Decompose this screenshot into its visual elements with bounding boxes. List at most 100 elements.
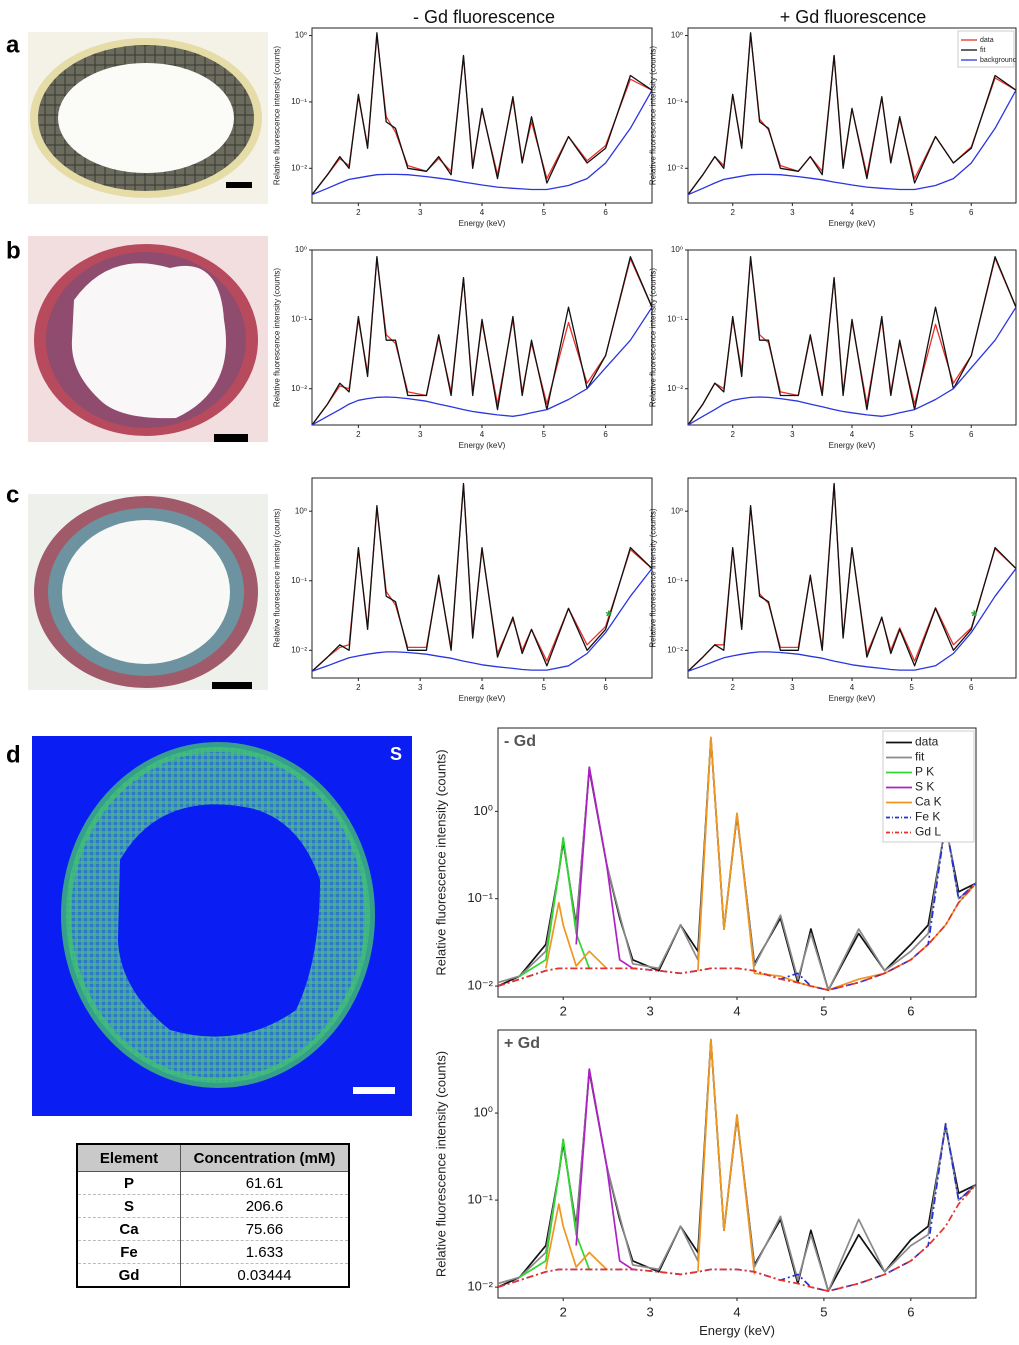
- y-tick-label: 10⁻¹: [291, 576, 307, 585]
- x-tick-label: 4: [850, 208, 855, 217]
- table-cell: Ca: [76, 1217, 181, 1241]
- x-tick-label: 3: [646, 1003, 653, 1018]
- chart: 10⁻² 10⁻¹ 10⁰ 2 3 4 5 6 Energy (keV) Relative flu…: [273, 27, 653, 228]
- x-tick-label: 3: [418, 430, 423, 439]
- x-tick-label: 6: [603, 430, 608, 439]
- x-tick-label: 3: [790, 683, 795, 692]
- y-tick-label: 10⁻¹: [667, 97, 683, 106]
- column-title: + Gd fluorescence: [780, 7, 927, 27]
- column-title: - Gd fluorescence: [413, 7, 555, 27]
- chart-title: - Gd: [504, 733, 536, 750]
- x-tick-label: 5: [542, 683, 547, 692]
- tissue-image: [28, 236, 268, 442]
- plot-area: [311, 477, 653, 679]
- plot-area: [311, 249, 653, 426]
- y-tick-label: 10⁰: [295, 245, 307, 254]
- legend-label: Ca K: [915, 795, 942, 809]
- series-line: [688, 482, 1016, 672]
- series-line: [688, 256, 1016, 425]
- x-tick-label: 3: [646, 1304, 653, 1319]
- x-tick-label: 5: [909, 430, 914, 439]
- y-tick-label: 10⁰: [473, 803, 493, 818]
- x-tick-label: 2: [731, 683, 736, 692]
- x-axis-label: Energy (keV): [459, 694, 506, 703]
- panel-label: c: [6, 481, 19, 508]
- x-tick-label: 6: [603, 208, 608, 217]
- chart: 10⁻² 10⁻¹ 10⁰ 2 3 4 5 6 Energy (keV) Relative flu…: [434, 1029, 977, 1338]
- x-tick-label: 6: [907, 1304, 914, 1319]
- y-tick-label: 10⁻²: [467, 978, 493, 993]
- x-tick-label: 5: [542, 430, 547, 439]
- y-tick-label: 10⁰: [473, 1104, 493, 1119]
- series-line: [544, 1038, 756, 1275]
- y-tick-label: 10⁻¹: [467, 1192, 493, 1207]
- x-tick-label: 4: [733, 1003, 740, 1018]
- legend-label: S K: [915, 780, 934, 794]
- series-line: [688, 306, 1016, 425]
- legend-label: P K: [915, 765, 934, 779]
- legend-label: fit: [915, 750, 925, 764]
- plot-area: [311, 27, 653, 204]
- x-tick-label: 4: [480, 208, 485, 217]
- y-axis-label: Relative fluorescence intensity (counts): [649, 46, 658, 186]
- y-tick-label: 10⁰: [671, 31, 683, 40]
- y-tick-label: 10⁻²: [291, 645, 307, 654]
- y-tick-label: 10⁻²: [667, 645, 683, 654]
- x-axis-label: Energy (keV): [829, 694, 876, 703]
- table-cell: 0.03444: [180, 1263, 349, 1288]
- x-tick-label: 5: [909, 683, 914, 692]
- y-tick-label: 10⁻²: [667, 163, 683, 172]
- panel-label: d: [6, 741, 21, 768]
- legend-label: background: [980, 57, 1017, 64]
- series-line: [688, 32, 1016, 196]
- header-cell: Element: [76, 1143, 181, 1172]
- plot-area: [687, 249, 1017, 426]
- x-axis-label: Energy (keV): [699, 1323, 775, 1338]
- series-line: [688, 89, 1016, 196]
- plot-area: [497, 1029, 977, 1299]
- series-line: [312, 568, 652, 672]
- x-tick-label: 4: [480, 430, 485, 439]
- y-tick-label: 10⁻¹: [467, 890, 493, 905]
- x-tick-label: 3: [790, 430, 795, 439]
- x-tick-label: 5: [542, 208, 547, 217]
- series-line: [498, 882, 976, 991]
- x-tick-label: 2: [356, 208, 361, 217]
- chart: 10⁻² 10⁻¹ 10⁰ 2 3 4 5 6 Energy (keV) Relative flu…: [649, 477, 1017, 703]
- table-cell: Gd: [76, 1263, 181, 1288]
- annotation: *: [606, 608, 613, 625]
- chart: 10⁻² 10⁻¹ 10⁰ 2 3 4 5 6 Energy (keV) Relative flu…: [273, 245, 653, 450]
- x-tick-label: 2: [731, 430, 736, 439]
- tissue-image: [28, 32, 268, 204]
- y-tick-label: 10⁻¹: [291, 314, 307, 323]
- legend-box: [882, 730, 975, 843]
- plot-area: [687, 477, 1017, 679]
- series-line: [312, 256, 652, 425]
- x-tick-label: 4: [850, 683, 855, 692]
- map-label: S: [390, 744, 402, 764]
- y-axis-label: Relative fluorescence intensity (counts): [273, 508, 282, 648]
- plot-lines: [688, 256, 1016, 425]
- series-line: [688, 568, 1016, 672]
- x-axis-label: Energy (keV): [829, 441, 876, 450]
- x-tick-label: 3: [418, 683, 423, 692]
- series-line: [519, 836, 591, 977]
- legend-label: Fe K: [915, 810, 940, 824]
- y-axis-label: Relative fluorescence intensity (counts): [649, 508, 658, 648]
- legend-label: fit: [980, 47, 986, 54]
- header-cell: Concentration (mM): [180, 1143, 350, 1172]
- y-tick-label: 10⁻²: [291, 163, 307, 172]
- x-tick-label: 4: [733, 1304, 740, 1319]
- x-tick-label: 5: [909, 208, 914, 217]
- legend-label: data: [915, 735, 939, 749]
- chart: 10⁻² 10⁻¹ 10⁰ 2 3 4 5 6 Energy (keV) Relative flu…: [649, 27, 1017, 228]
- panel-label: b: [6, 237, 21, 264]
- table-cell: S: [76, 1194, 181, 1218]
- x-axis-label: Energy (keV): [459, 441, 506, 450]
- element-map: S: [32, 736, 412, 1116]
- series-line: [575, 1068, 634, 1271]
- x-tick-label: 3: [790, 208, 795, 217]
- table-cell: P: [76, 1171, 181, 1195]
